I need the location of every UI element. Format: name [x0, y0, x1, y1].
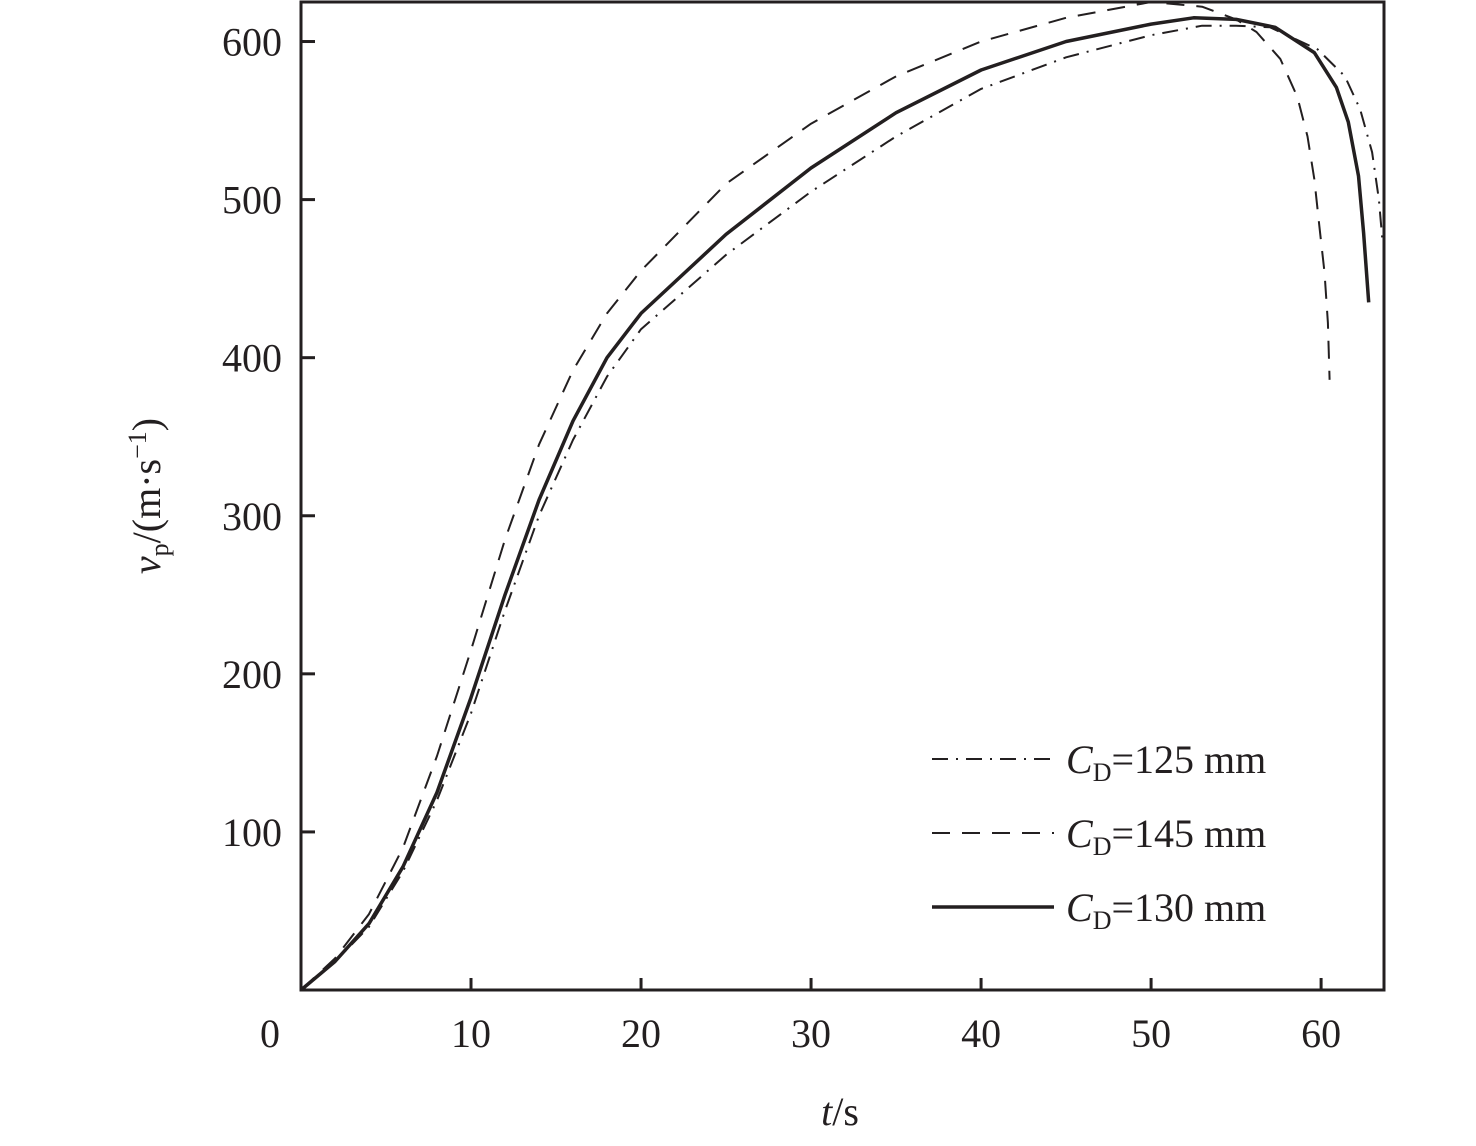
- series-line-dashdot: [300, 24, 1384, 991]
- y-tick-label: 200: [222, 652, 282, 697]
- series-line-dashed: [300, 1, 1331, 991]
- x-tick-label: 60: [1301, 1011, 1341, 1056]
- x-axis-var: t: [821, 1089, 833, 1134]
- y-tick-label: 400: [222, 336, 282, 381]
- y-axis-sub: p: [145, 543, 174, 556]
- y-axis-var: v: [124, 556, 169, 574]
- y-tick-label: 100: [222, 810, 282, 855]
- x-axis-label: t/s: [821, 1089, 859, 1134]
- x-tick-label: 10: [451, 1011, 491, 1056]
- legend-label: CD=125 mm: [1066, 737, 1266, 787]
- legend: CD=125 mm CD=145 mm CD=130 mm: [932, 737, 1266, 935]
- x-axis-unit: /s: [832, 1089, 859, 1134]
- series-line-solid: [299, 16, 1371, 992]
- series-layer: [299, 1, 1384, 992]
- legend-label: CD=145 mm: [1066, 811, 1266, 861]
- y-tick-label: 600: [222, 20, 282, 65]
- origin-label: 0: [260, 1011, 280, 1056]
- x-tick-label: 50: [1131, 1011, 1171, 1056]
- x-tick-label: 30: [791, 1011, 831, 1056]
- y-axis-label: vp/(m·s−1): [123, 418, 174, 574]
- y-axis-unit: /(m·s: [124, 459, 169, 543]
- ticks-layer: 10 20 30 40 50 60 100 200 300 400 500 600: [222, 20, 1341, 1056]
- y-tick-label: 300: [222, 494, 282, 539]
- y-tick-label: 500: [222, 178, 282, 223]
- plot-frame: [299, 0, 1386, 992]
- y-axis-sup: −1: [123, 431, 152, 459]
- legend-label: CD=130 mm: [1066, 885, 1266, 935]
- x-tick-label: 40: [961, 1011, 1001, 1056]
- x-tick-label: 20: [621, 1011, 661, 1056]
- y-axis-close: ): [124, 418, 169, 431]
